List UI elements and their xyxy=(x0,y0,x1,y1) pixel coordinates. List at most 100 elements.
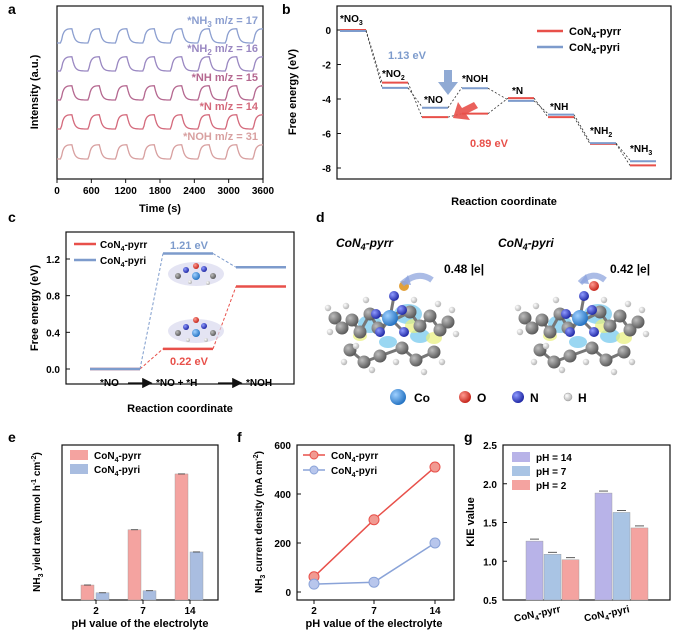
atom xyxy=(642,330,650,338)
legend-o-label: O xyxy=(477,391,486,405)
panel-letter-b: b xyxy=(282,1,291,17)
atom xyxy=(427,345,441,359)
f-xtick-label: 7 xyxy=(371,606,377,617)
atom xyxy=(397,305,407,315)
atom xyxy=(410,296,418,304)
g-bar xyxy=(543,554,562,601)
charge-left: 0.48 |e| xyxy=(444,262,484,276)
atom xyxy=(623,323,637,337)
legend-pyrr-b: CoN4-pyrr xyxy=(569,26,622,40)
atom xyxy=(565,327,575,337)
n-adsorbate-atom xyxy=(579,291,589,301)
g-legend-swatch xyxy=(512,466,530,476)
a-trace xyxy=(57,144,264,160)
legend-n-label: N xyxy=(530,391,539,405)
b-connector xyxy=(365,29,383,83)
panel-f-legend: CoN4-pyrr CoN4-pyri xyxy=(303,450,378,479)
g-bar xyxy=(561,559,580,601)
f-point xyxy=(429,537,441,549)
b-arrow-down xyxy=(453,102,478,120)
atom xyxy=(362,296,370,304)
atom xyxy=(613,309,627,323)
g-ytick-label: 1.0 xyxy=(483,557,497,568)
panel-c-legend: CoN4-pyrr CoN4-pyri xyxy=(74,240,147,269)
b-connector xyxy=(533,100,549,114)
charge-right: 0.42 |e| xyxy=(610,262,650,276)
atom xyxy=(563,349,577,363)
e-xtick-label: 14 xyxy=(184,606,196,617)
b-step-label: *N xyxy=(512,86,523,97)
atom xyxy=(441,315,455,329)
atom xyxy=(434,300,442,308)
f-ytick-label: 400 xyxy=(274,490,291,501)
a-xtick-label: 1800 xyxy=(149,186,172,197)
c-barrier-red: 0.22 eV xyxy=(170,356,209,368)
atom xyxy=(324,304,332,312)
b-step-label: *NH xyxy=(550,102,568,113)
b-ytick-label: -6 xyxy=(322,130,331,141)
b-step-label: *NO xyxy=(424,95,443,106)
panel-f-ylabel: NH3 current density (mA cm-2) xyxy=(253,451,267,593)
panel-letter-e: e xyxy=(8,429,16,445)
atom xyxy=(610,368,618,376)
legend-pyrr-e: CoN4-pyrr xyxy=(94,451,141,464)
c-connector xyxy=(212,253,237,268)
atom xyxy=(371,309,381,319)
g-legend-swatch xyxy=(512,480,530,490)
panel-b-ylabel: Free energy (eV) xyxy=(287,49,299,136)
legend-pyri-c: CoN4-pyri xyxy=(100,256,146,269)
legend-pyrr-f: CoN4-pyrr xyxy=(331,451,378,464)
f-point xyxy=(368,576,380,588)
b-step-label: *NO2 xyxy=(382,69,405,82)
panel-a-chart: *NH3 m/z = 17 *NH2 m/z = 16 *NH m/z = 15 *N… xyxy=(29,5,275,215)
legend-pyri-b: CoN4-pyri xyxy=(569,42,620,56)
atom xyxy=(357,355,371,369)
atom xyxy=(516,328,524,336)
g-legend-label: pH = 14 xyxy=(536,453,572,464)
atom xyxy=(582,358,590,366)
e-xtick-label: 2 xyxy=(93,606,99,617)
c-step-label: *NOH xyxy=(246,378,272,389)
legend-o-atom xyxy=(459,391,471,403)
panel-e-ylabel: NH3 yield rate (mmol h-1 cm-2) xyxy=(31,452,45,592)
atom xyxy=(603,319,617,333)
panel-d-title-right: CoN4-pyri xyxy=(498,236,554,252)
atom xyxy=(395,341,409,355)
atom xyxy=(532,302,540,310)
e-bar xyxy=(174,473,189,601)
atom xyxy=(373,349,387,363)
e-xtick-label: 7 xyxy=(140,606,146,617)
c-step-label: *NO + *H xyxy=(156,378,197,389)
c-ytick-label: 0.8 xyxy=(46,292,60,303)
atom xyxy=(433,323,447,337)
atom xyxy=(352,342,360,350)
f-ytick-label: 0 xyxy=(285,588,291,599)
panel-letter-g: g xyxy=(464,429,473,445)
atom xyxy=(543,325,557,339)
charge-density-lobe xyxy=(379,336,397,348)
f-point xyxy=(368,514,380,526)
b-ytick-label: -4 xyxy=(322,95,331,106)
panel-b-xlabel: Reaction coordinate xyxy=(451,196,557,208)
b-connector xyxy=(365,30,383,88)
atom xyxy=(628,358,636,366)
b-barrier-blue: 1.13 eV xyxy=(388,50,427,62)
atom xyxy=(409,353,423,367)
panel-letter-f: f xyxy=(237,429,242,445)
b-barrier-red: 0.89 eV xyxy=(470,138,509,150)
legend-co-label: Co xyxy=(414,391,430,405)
g-ytick-label: 2.0 xyxy=(483,480,497,491)
panel-d-structures: CoN4-pyrr CoN4-pyri 0.48 |e| 0.42 |e| Co… xyxy=(324,236,650,405)
a-trace xyxy=(57,85,264,101)
atom xyxy=(561,309,571,319)
b-step-label: *NH2 xyxy=(590,126,612,139)
b-connector xyxy=(573,114,591,143)
legend-n-atom xyxy=(512,391,524,403)
panel-c-ylabel: Free energy (eV) xyxy=(29,265,41,352)
g-ytick-label: 2.5 xyxy=(483,441,497,452)
c-step-label: *NO xyxy=(100,378,119,389)
legend-pyri-f: CoN4-pyri xyxy=(331,466,377,479)
b-connector xyxy=(615,143,631,166)
atom xyxy=(552,296,560,304)
